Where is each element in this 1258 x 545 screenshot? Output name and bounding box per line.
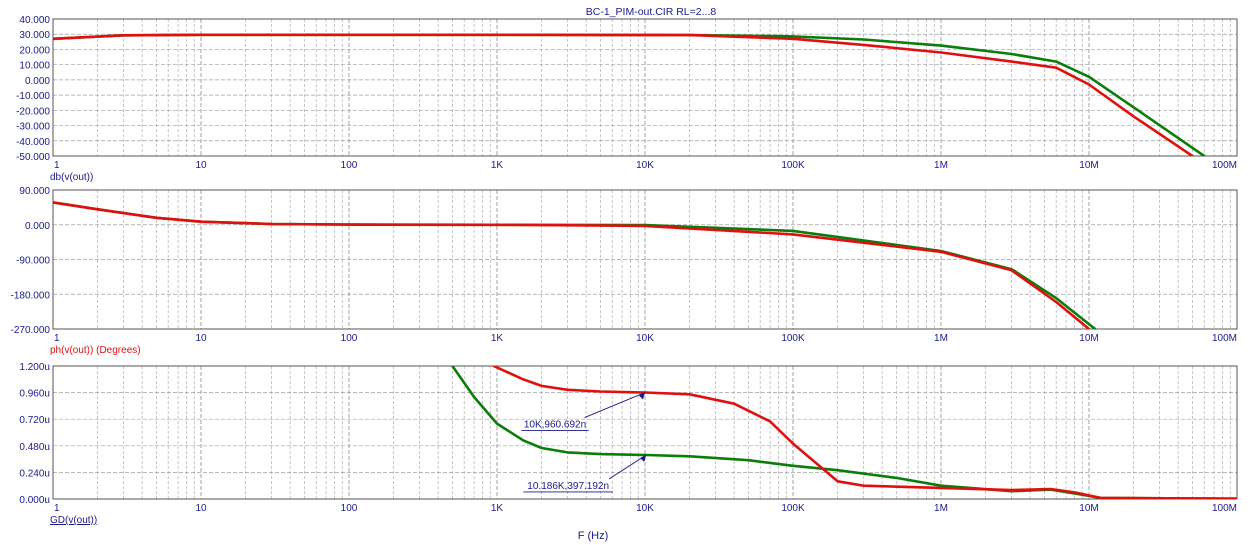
annotation-leader [584,392,646,418]
y-axis-label: ph(v(out)) (Degrees) [50,345,141,356]
x-tick-label: 1M [934,160,948,171]
y-tick-label: -30.000 [16,122,50,133]
x-tick-label: 1K [491,333,504,344]
x-tick-label: 1K [491,160,504,171]
x-tick-label: 10M [1079,160,1098,171]
x-tick-label: 100K [781,333,805,344]
x-tick-label: 100M [1212,503,1237,514]
series-group [53,33,1206,156]
panel-1: 40.000 30.000 20.000 10.000 0.000 -10.000 -20.… [16,15,1238,183]
annotation-leader [608,454,647,480]
y-tick-label: -90.000 [16,256,50,267]
x-tick-label: 10M [1079,503,1098,514]
x-tick-label: 10 [195,333,207,344]
x-tick-label: 1 [54,160,60,171]
x-tick-label: 100 [341,333,358,344]
x-axis-label: F (Hz) [578,530,609,542]
x-tick-label: 1K [491,503,504,514]
chart-title: BC-1_PIM-out.CIR RL=2...8 [586,6,717,18]
x-tick-label: 10K [636,160,654,171]
series-line-1 [53,33,1194,156]
series-line-1 [492,366,1237,499]
y-tick-label: -20.000 [16,106,50,117]
x-tick-label: 10 [195,160,207,171]
x-tick-label: 10K [636,333,654,344]
x-tick-label: 10K [636,503,654,514]
x-tick-label: 100 [341,503,358,514]
y-tick-label: -10.000 [16,91,50,102]
y-tick-label: 10.000 [19,61,50,72]
y-tick-label: -40.000 [16,137,50,148]
y-tick-label: 1.200u [19,362,50,373]
y-tick-label: 0.000 [25,221,50,232]
x-tick-label: 10M [1079,333,1098,344]
x-tick-label: 100K [781,160,805,171]
y-axis-label: GD(v(out)) [50,515,97,526]
series-group [451,366,1237,499]
y-tick-label: 30.000 [19,30,50,41]
x-tick-label: 100M [1212,333,1237,344]
y-tick-labels: 90.000 0.000 -90.000 -180.000 -270.000 [11,186,51,336]
x-tick-label: 100K [781,503,805,514]
x-tick-labels: 1 10 100 1K 10K 100K 1M 10M 100M [54,333,1237,344]
x-tick-label: 1M [934,333,948,344]
y-tick-label: 0.000u [19,495,50,506]
x-tick-label: 1M [934,503,948,514]
plot-frame [52,365,1238,500]
x-tick-label: 1 [54,503,60,514]
annotations: 10K,960.692n 10.186K,397.192n [521,392,647,493]
x-tick-labels: 1 10 100 1K 10K 100K 1M 10M 100M [54,503,1237,514]
series-group [53,201,1097,329]
y-tick-label: 0.000 [25,76,50,87]
y-tick-label: 20.000 [19,45,50,56]
y-tick-label: -50.000 [16,152,50,163]
annotation-arrowhead [639,392,645,400]
y-tick-label: 0.480u [19,442,50,453]
plot-frame [52,189,1238,330]
y-tick-label: -270.000 [11,325,51,336]
series-line-1 [53,201,1091,329]
annotation-label: 10.186K,397.192n [527,481,609,492]
y-tick-label: 90.000 [19,186,50,197]
plot-frame [52,18,1238,157]
y-tick-labels: 40.000 30.000 20.000 10.000 0.000 -10.000 -20.… [16,15,50,163]
y-tick-label: 0.720u [19,415,50,426]
y-tick-label: 0.960u [19,389,50,400]
x-tick-label: 1 [54,333,60,344]
y-tick-labels: 1.200u 0.960u 0.720u 0.480u 0.240u 0.000u [19,362,50,506]
x-tick-label: 100 [341,160,358,171]
y-axis-label: db(v(out)) [50,172,93,183]
x-tick-label: 100M [1212,160,1237,171]
annotation-arrowhead [640,454,647,462]
y-tick-label: 40.000 [19,15,50,26]
x-tick-labels: 1 10 100 1K 10K 100K 1M 10M 100M [54,160,1237,171]
y-tick-label: 0.240u [19,468,50,479]
y-tick-label: -180.000 [11,290,51,301]
annotation-label: 10K,960.692n [524,420,586,431]
x-tick-label: 10 [195,503,207,514]
